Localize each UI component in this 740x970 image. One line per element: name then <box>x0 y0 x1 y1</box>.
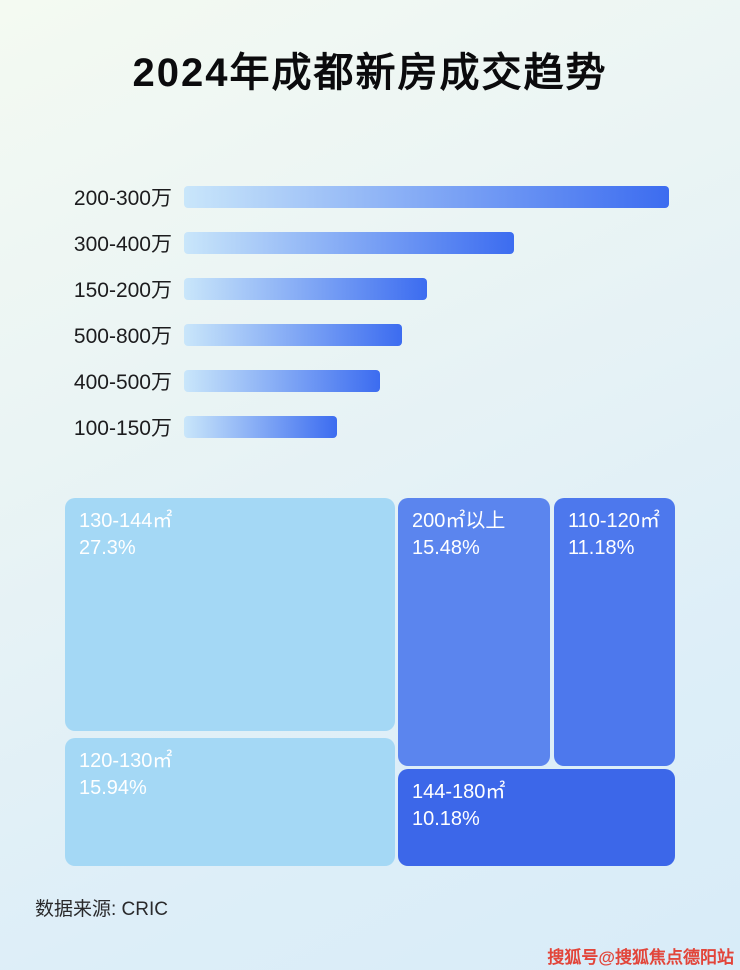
bar-category-label: 300-400万 <box>73 233 172 256</box>
treemap-value: 10.18% <box>412 808 480 830</box>
treemap-label: 200㎡以上 <box>412 510 506 532</box>
bar-category-label: 400-500万 <box>73 371 172 394</box>
bar-row: 300-400万 <box>30 232 669 256</box>
treemap-block: 130-144㎡ 27.3% <box>65 498 395 731</box>
treemap-value: 11.18% <box>568 537 635 559</box>
treemap-label: 120-130㎡ <box>79 750 173 772</box>
watermark-label: 搜狐号@搜狐焦点德阳站 <box>547 948 734 967</box>
treemap-value: 15.48% <box>412 537 480 559</box>
bar <box>184 232 514 254</box>
bar-row: 500-800万 <box>30 324 669 348</box>
bar <box>184 416 337 438</box>
bar <box>184 370 380 392</box>
treemap-label: 144-180㎡ <box>412 781 506 803</box>
bar-category-label: 500-800万 <box>73 325 172 348</box>
bar <box>184 324 402 346</box>
bar-category-label: 150-200万 <box>73 279 172 302</box>
treemap-block: 144-180㎡ 10.18% <box>398 769 675 866</box>
bar-category-label: 200-300万 <box>73 187 172 210</box>
treemap-block: 120-130㎡ 15.94% <box>65 738 395 866</box>
bar-row: 150-200万 <box>30 278 669 302</box>
bar-row: 400-500万 <box>30 370 669 394</box>
bar <box>184 186 669 208</box>
treemap-label: 110-120㎡ <box>568 510 660 532</box>
bar <box>184 278 427 300</box>
page-title: 2024年成都新房成交趋势 <box>132 51 608 95</box>
treemap-block: 200㎡以上 15.48% <box>398 498 550 766</box>
treemap-label: 130-144㎡ <box>79 510 173 532</box>
price-bar-chart: 200-300万 300-400万 150-200万 500-800万 400-500万… <box>30 186 669 462</box>
area-treemap: 130-144㎡ 27.3% 120-130㎡ 15.94% 200㎡以上 15… <box>65 498 675 866</box>
bar-row: 200-300万 <box>30 186 669 210</box>
data-source-label: 数据来源: CRIC <box>35 899 169 920</box>
bar-category-label: 100-150万 <box>73 417 172 440</box>
treemap-value: 15.94% <box>79 777 147 799</box>
bar-row: 100-150万 <box>30 416 669 440</box>
treemap-block: 110-120㎡ 11.18% <box>554 498 675 766</box>
treemap-value: 27.3% <box>79 537 136 559</box>
